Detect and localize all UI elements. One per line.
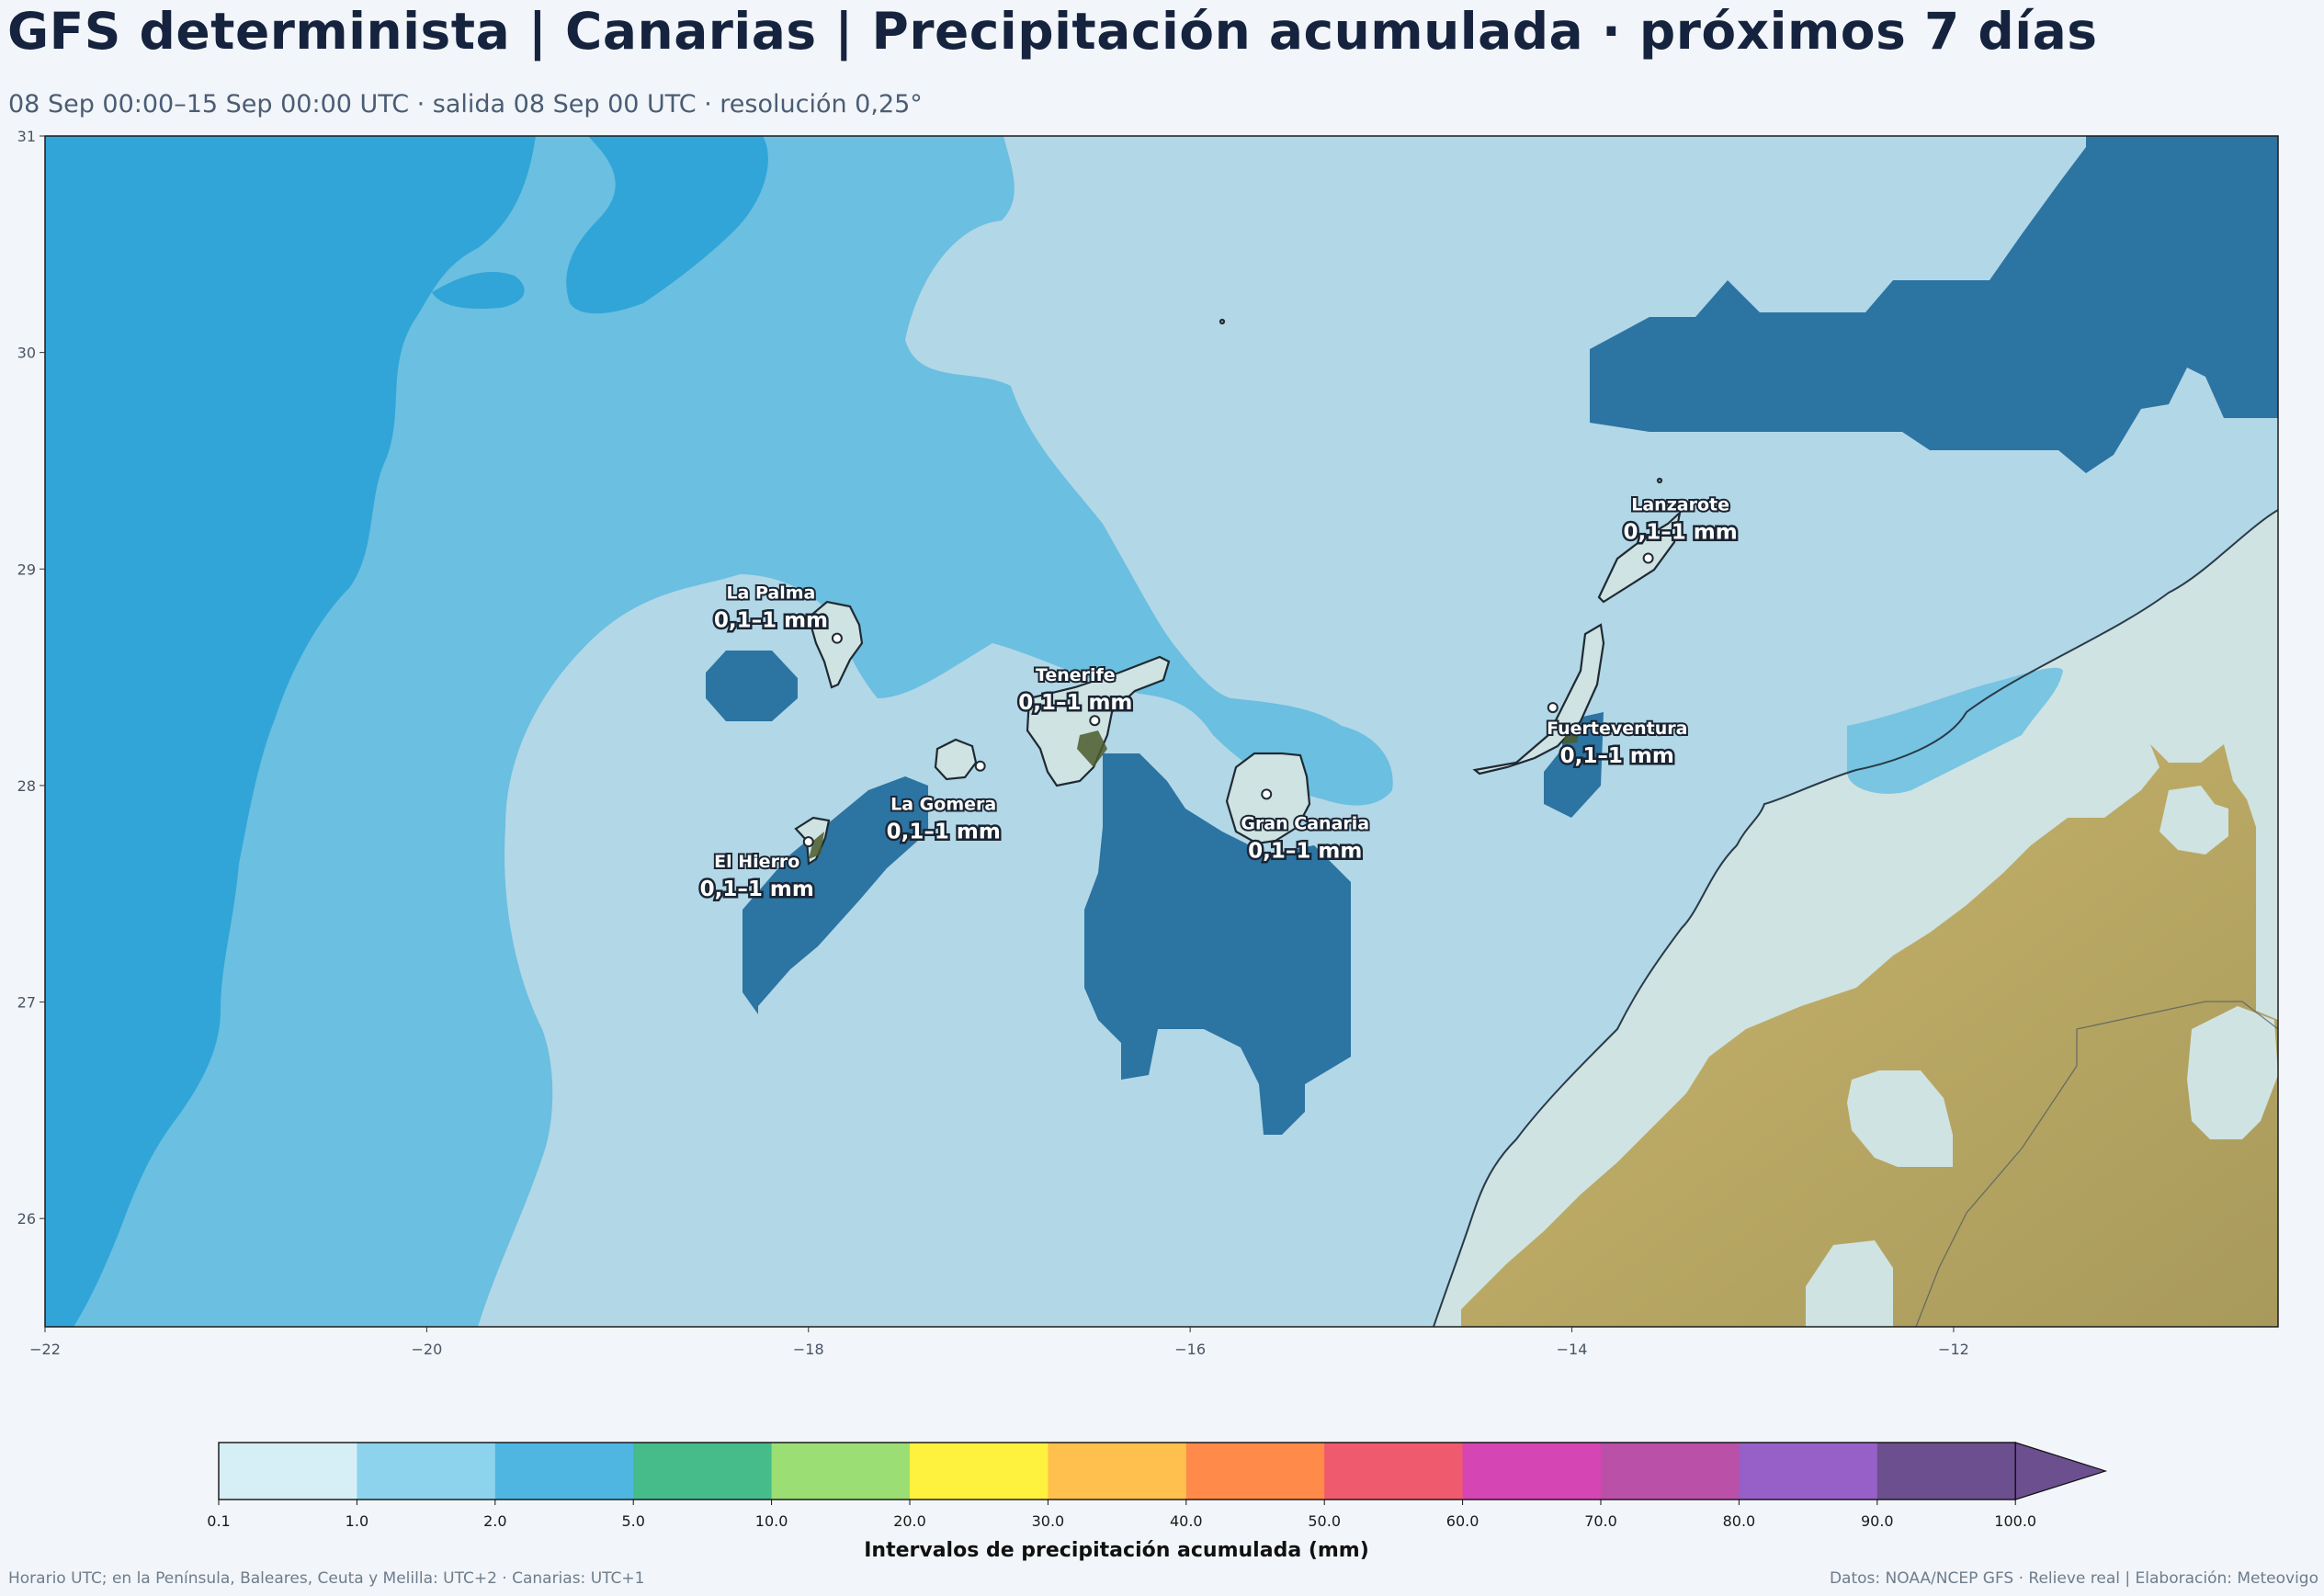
y-tick-label: 27 bbox=[17, 994, 36, 1012]
y-tick-label: 29 bbox=[17, 560, 36, 578]
colorbar-segment bbox=[771, 1443, 911, 1500]
colorbar-segment bbox=[1876, 1443, 2016, 1500]
island-marker bbox=[1547, 702, 1559, 714]
island-lanzarote bbox=[1597, 509, 1682, 604]
page-subtitle: 08 Sep 00:00–15 Sep 00:00 UTC · salida 0… bbox=[8, 90, 923, 119]
island-la-gomera bbox=[934, 738, 978, 781]
island-marker bbox=[974, 760, 986, 772]
island-marker bbox=[1261, 788, 1273, 800]
island-precip-value: 0,1–1 mm bbox=[1248, 839, 1362, 863]
footer-credits: Datos: NOAA/NCEP GFS · Relieve real | El… bbox=[1829, 1569, 2318, 1588]
colorbar-segment bbox=[1048, 1443, 1187, 1500]
africa-relief bbox=[1461, 744, 2278, 1327]
colorbar-tick-label: 50.0 bbox=[1308, 1512, 1341, 1530]
y-tick-label: 28 bbox=[17, 777, 36, 795]
colorbar-tick-label: 60.0 bbox=[1446, 1512, 1479, 1530]
island-precip-value: 0,1–1 mm bbox=[700, 877, 814, 901]
colorbar-tick-label: 2.0 bbox=[483, 1512, 506, 1530]
island-marker bbox=[831, 632, 843, 644]
island-marker bbox=[1642, 552, 1654, 564]
colorbar: 0.1 1.0 2.0 5.0 10.0 20.0 30.0 40.0 50.0 60.0 70.0… bbox=[207, 1442, 2108, 1530]
island-label-la-palma: La Palma 0,1–1 mm bbox=[711, 582, 843, 644]
colorbar-tick-label: 0.1 bbox=[207, 1512, 230, 1530]
colorbar-tick-label: 20.0 bbox=[893, 1512, 926, 1530]
x-tick-label: −22 bbox=[29, 1341, 61, 1358]
island-name: La Gomera bbox=[890, 795, 996, 815]
x-tick-label: −16 bbox=[1174, 1341, 1206, 1358]
island-label-gran-canaria: Gran Canaria 0,1–1 mm bbox=[1239, 788, 1371, 866]
precip-band-1-to-2-north bbox=[566, 136, 768, 314]
country-border bbox=[1915, 1001, 2278, 1327]
island-precip-value: 0,1–1 mm bbox=[714, 609, 828, 633]
x-tick-label: −20 bbox=[412, 1341, 443, 1358]
precip-band-1-to-2-blob bbox=[432, 272, 525, 310]
colorbar-segment bbox=[494, 1443, 634, 1500]
island-la-palma bbox=[807, 600, 864, 689]
map-area[interactable] bbox=[45, 136, 2278, 1327]
island-marker bbox=[1089, 715, 1101, 727]
island-precip-value: 0,1–1 mm bbox=[1624, 520, 1738, 544]
island-name: Tenerife bbox=[1036, 665, 1116, 685]
relief-hole-east bbox=[2187, 1006, 2278, 1139]
island-fuerteventura bbox=[1472, 623, 1605, 775]
colorbar-frame bbox=[218, 1442, 2016, 1500]
colorbar-label: Intervalos de precipitación acumulada (m… bbox=[864, 1539, 1369, 1562]
island-precip-value: 0,1–1 mm bbox=[1560, 744, 1674, 768]
colorbar-tick-label: 90.0 bbox=[1861, 1512, 1894, 1530]
x-tick-label: −14 bbox=[1557, 1341, 1588, 1358]
colorbar-tick-label: 1.0 bbox=[346, 1512, 368, 1530]
colorbar-segment bbox=[357, 1443, 496, 1500]
relief-hole-center bbox=[1847, 1070, 1953, 1167]
colorbar-segment bbox=[1601, 1443, 1740, 1500]
x-axis-ticks: −22 −20 −18 −16 −14 −12 bbox=[29, 1327, 1969, 1358]
y-axis-ticks: 26 27 28 29 30 31 bbox=[17, 128, 45, 1228]
colorbar-segment bbox=[219, 1443, 357, 1500]
colorbar-tick-label: 40.0 bbox=[1170, 1512, 1203, 1530]
island-label-lanzarote: Lanzarote 0,1–1 mm bbox=[1621, 492, 1740, 564]
relief-hole-ne bbox=[2160, 786, 2228, 855]
colorbar-tick-label: 30.0 bbox=[1032, 1512, 1065, 1530]
island-label-la-gomera: La Gomera 0,1–1 mm bbox=[884, 760, 1003, 846]
precip-band-1-to-2 bbox=[45, 136, 536, 1327]
coastal-light-band bbox=[1847, 667, 2063, 794]
map-frame bbox=[44, 135, 2279, 1328]
island-label-el-hierro: El Hierro 0,1–1 mm bbox=[697, 836, 816, 904]
island-name: Gran Canaria bbox=[1241, 813, 1369, 833]
x-tick-label: −18 bbox=[793, 1341, 824, 1358]
colorbar-tick-label: 10.0 bbox=[755, 1512, 788, 1530]
colorbar-segment bbox=[1739, 1443, 1878, 1500]
y-tick-label: 30 bbox=[17, 345, 36, 362]
colorbar-tick-label: 70.0 bbox=[1584, 1512, 1617, 1530]
colorbar-segment bbox=[1462, 1443, 1602, 1500]
island-relief-patches bbox=[809, 726, 1581, 859]
colorbar-segment bbox=[1324, 1443, 1464, 1500]
colorbar-tick-label: 100.0 bbox=[1994, 1512, 2036, 1530]
colorbar-segment bbox=[910, 1443, 1049, 1500]
colorbar-segment bbox=[1185, 1443, 1325, 1500]
colorbar-segment bbox=[633, 1443, 773, 1500]
y-tick-label: 31 bbox=[17, 128, 36, 145]
island-label-tenerife: Tenerife 0,1–1 mm bbox=[1016, 663, 1135, 727]
island-marker bbox=[802, 836, 814, 848]
africa-coastline bbox=[1433, 509, 2278, 1327]
island-precip-value: 0,1–1 mm bbox=[1018, 691, 1132, 715]
relief-hole-south bbox=[1806, 1240, 1893, 1327]
island-name: Lanzarote bbox=[1631, 494, 1729, 515]
island-precip-value: 0,1–1 mm bbox=[887, 821, 1001, 844]
island-label-fuerteventura: Fuerteventura 0,1–1 mm bbox=[1545, 702, 1689, 771]
island-name: Fuerteventura bbox=[1547, 719, 1687, 739]
island-name: La Palma bbox=[726, 583, 815, 604]
footer-timezone-note: Horario UTC; en la Península, Baleares, … bbox=[8, 1569, 645, 1588]
colorbar-extend-arrow bbox=[2014, 1442, 2108, 1500]
page-title: GFS determinista | Canarias | Precipitac… bbox=[7, 2, 2098, 61]
colorbar-tick-label: 80.0 bbox=[1723, 1512, 1756, 1530]
colorbar-tick-label: 5.0 bbox=[621, 1512, 644, 1530]
island-name: El Hierro bbox=[714, 852, 799, 872]
x-tick-label: −12 bbox=[1938, 1341, 1969, 1358]
dry-patches bbox=[706, 136, 2278, 1135]
y-tick-label: 26 bbox=[17, 1210, 36, 1228]
